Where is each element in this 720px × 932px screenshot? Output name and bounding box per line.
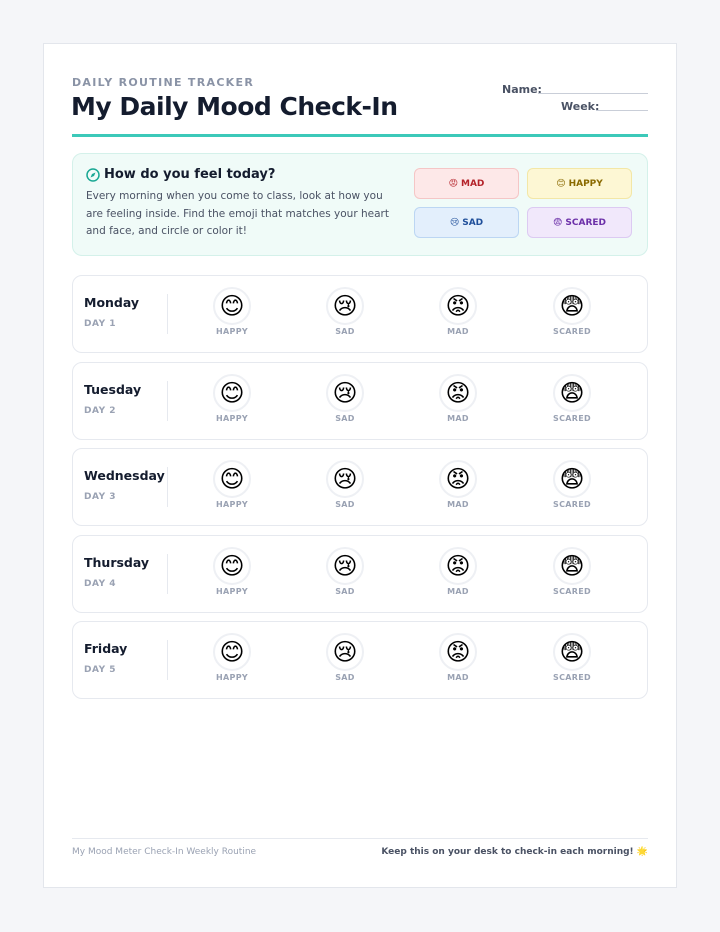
mood-label: HAPPY xyxy=(216,586,248,596)
mood-label: HAPPY xyxy=(216,673,248,682)
footer-left: My Mood Meter Check-In Weekly Routine xyxy=(72,847,257,857)
title: My Daily Mood Check-In xyxy=(71,92,398,121)
mood-emoji: 😡 xyxy=(439,287,477,325)
legend-emoji: 😡 xyxy=(448,178,458,189)
mood-label: MAD xyxy=(447,673,469,682)
week-line xyxy=(596,110,648,111)
legend-emoji: 😢 xyxy=(449,217,460,228)
legend-chip: 😨 SCARED xyxy=(527,207,632,238)
mood-emoji: 😨 xyxy=(553,460,591,498)
mood-emoji: 😡 xyxy=(439,373,477,412)
day-number: DAY 3 xyxy=(84,492,116,502)
legend-label: HAPPY xyxy=(568,178,603,189)
mood-emoji: 😊 xyxy=(213,287,251,325)
row-separator xyxy=(167,553,168,594)
footer-line xyxy=(72,838,648,839)
mood-label: MAD xyxy=(447,586,469,596)
name-label: Name: xyxy=(502,83,542,96)
mood-label: SCARED xyxy=(553,413,591,423)
mood-label: MAD xyxy=(447,327,469,336)
mood-emoji: 😊 xyxy=(213,633,251,671)
footer-right: Keep this on your desk to check-in each … xyxy=(381,847,648,857)
row-separator xyxy=(167,467,168,507)
legend-label: SAD xyxy=(462,217,484,228)
mood-emoji: 😢 xyxy=(326,287,364,325)
day-name: Thursday xyxy=(84,554,150,570)
day-number: DAY 1 xyxy=(84,319,116,329)
mood-emoji: 😊 xyxy=(213,546,251,585)
legend-emoji: 😨 xyxy=(553,217,563,228)
mood-label: SAD xyxy=(335,327,355,336)
mood-label: HAPPY xyxy=(216,500,248,509)
day-name: Friday xyxy=(84,641,128,656)
mood-label: SAD xyxy=(335,586,355,596)
row-separator xyxy=(167,640,168,680)
mood-label: HAPPY xyxy=(216,413,248,423)
mood-label: SAD xyxy=(335,673,355,682)
mood-emoji: 😨 xyxy=(553,373,591,412)
mood-emoji: 😡 xyxy=(439,460,477,498)
week-label: Week: xyxy=(561,100,600,113)
row-separator xyxy=(167,380,168,421)
mood-emoji: 😢 xyxy=(326,373,364,412)
compass-icon xyxy=(86,168,100,182)
legend-chip: 😊 HAPPY xyxy=(527,168,632,199)
mood-emoji: 😡 xyxy=(439,546,477,585)
day-name: Wednesday xyxy=(84,468,165,483)
mood-label: HAPPY xyxy=(216,327,248,336)
mood-emoji: 😊 xyxy=(213,460,251,498)
day-number: DAY 2 xyxy=(84,405,116,416)
day-number: DAY 4 xyxy=(84,578,116,589)
legend-label: SCARED xyxy=(565,217,606,228)
mood-emoji: 😢 xyxy=(326,633,364,671)
day-name: Monday xyxy=(84,295,140,310)
mood-label: MAD xyxy=(447,413,469,423)
intro-text: Every morning when you come to class, lo… xyxy=(86,190,389,237)
eyebrow: DAILY ROUTINE TRACKER xyxy=(72,76,255,89)
legend-emoji: 😊 xyxy=(556,178,566,189)
day-name: Tuesday xyxy=(84,381,142,397)
intro-heading: How do you feel today? xyxy=(104,167,276,182)
mood-emoji: 😢 xyxy=(326,546,364,585)
mood-label: SAD xyxy=(335,500,355,509)
mood-label: SCARED xyxy=(553,327,591,336)
mood-emoji: 😊 xyxy=(213,373,251,412)
mood-emoji: 😨 xyxy=(553,287,591,325)
legend-chip: 😢 SAD xyxy=(414,207,519,238)
mood-emoji: 😨 xyxy=(553,546,591,585)
divider xyxy=(72,134,648,137)
mood-label: SCARED xyxy=(553,673,591,682)
mood-label: SCARED xyxy=(553,500,591,509)
day-number: DAY 5 xyxy=(84,665,116,675)
mood-label: MAD xyxy=(447,500,469,509)
mood-label: SAD xyxy=(335,413,355,423)
mood-emoji: 😡 xyxy=(439,633,477,671)
mood-emoji: 😨 xyxy=(553,633,591,671)
name-line xyxy=(538,93,648,94)
legend-chip: 😡 MAD xyxy=(414,168,519,199)
row-separator xyxy=(167,294,168,334)
legend-label: MAD xyxy=(460,178,485,189)
mood-emoji: 😢 xyxy=(326,460,364,498)
mood-label: SCARED xyxy=(553,586,591,596)
